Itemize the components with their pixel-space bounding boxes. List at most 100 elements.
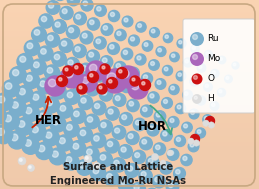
Circle shape bbox=[174, 168, 185, 179]
Circle shape bbox=[75, 66, 78, 69]
Circle shape bbox=[45, 76, 65, 96]
Circle shape bbox=[65, 68, 68, 71]
Circle shape bbox=[190, 77, 199, 86]
Circle shape bbox=[44, 97, 59, 113]
Circle shape bbox=[192, 94, 202, 103]
Circle shape bbox=[225, 75, 232, 83]
Circle shape bbox=[61, 41, 67, 46]
Circle shape bbox=[110, 12, 114, 17]
Circle shape bbox=[75, 46, 80, 52]
Text: HER: HER bbox=[35, 115, 62, 127]
Circle shape bbox=[149, 126, 154, 131]
Circle shape bbox=[218, 56, 226, 64]
Circle shape bbox=[203, 120, 209, 126]
Circle shape bbox=[196, 96, 206, 105]
Circle shape bbox=[29, 123, 46, 140]
Circle shape bbox=[158, 48, 162, 52]
Circle shape bbox=[87, 18, 100, 30]
Circle shape bbox=[191, 74, 203, 84]
Circle shape bbox=[97, 84, 107, 94]
Circle shape bbox=[165, 35, 168, 38]
Circle shape bbox=[144, 43, 148, 46]
Circle shape bbox=[130, 69, 134, 74]
Circle shape bbox=[32, 126, 38, 133]
Circle shape bbox=[53, 119, 59, 125]
Circle shape bbox=[17, 53, 33, 70]
Circle shape bbox=[79, 74, 97, 92]
Circle shape bbox=[36, 110, 53, 127]
Circle shape bbox=[79, 86, 82, 89]
Circle shape bbox=[168, 116, 179, 127]
Circle shape bbox=[98, 120, 112, 134]
Circle shape bbox=[25, 140, 31, 146]
Circle shape bbox=[134, 185, 139, 189]
Circle shape bbox=[9, 99, 26, 116]
Circle shape bbox=[111, 158, 126, 172]
Circle shape bbox=[88, 84, 93, 90]
Circle shape bbox=[116, 64, 121, 68]
Circle shape bbox=[85, 156, 88, 159]
Circle shape bbox=[132, 183, 146, 189]
Circle shape bbox=[199, 65, 202, 68]
Circle shape bbox=[80, 31, 93, 44]
Circle shape bbox=[0, 96, 5, 103]
Circle shape bbox=[176, 137, 181, 142]
Circle shape bbox=[74, 111, 79, 117]
Circle shape bbox=[102, 90, 107, 95]
Circle shape bbox=[179, 41, 182, 44]
Circle shape bbox=[86, 82, 99, 96]
Circle shape bbox=[176, 71, 186, 81]
Circle shape bbox=[203, 115, 212, 124]
Circle shape bbox=[193, 35, 198, 40]
Circle shape bbox=[113, 94, 126, 106]
Circle shape bbox=[101, 122, 106, 128]
Circle shape bbox=[119, 145, 132, 158]
Circle shape bbox=[232, 62, 239, 69]
Circle shape bbox=[155, 79, 166, 89]
Circle shape bbox=[97, 7, 101, 11]
Text: H: H bbox=[207, 94, 214, 103]
Circle shape bbox=[63, 154, 79, 170]
Circle shape bbox=[50, 116, 66, 132]
Circle shape bbox=[196, 128, 205, 138]
Circle shape bbox=[136, 22, 146, 32]
Circle shape bbox=[60, 6, 73, 20]
Circle shape bbox=[131, 82, 139, 90]
Circle shape bbox=[107, 174, 112, 179]
Circle shape bbox=[71, 108, 86, 123]
Circle shape bbox=[114, 61, 126, 74]
Circle shape bbox=[125, 163, 139, 177]
Circle shape bbox=[20, 56, 26, 62]
Circle shape bbox=[138, 24, 141, 28]
Circle shape bbox=[157, 81, 161, 84]
Circle shape bbox=[92, 101, 106, 115]
Circle shape bbox=[93, 168, 99, 174]
Circle shape bbox=[66, 157, 72, 163]
Circle shape bbox=[12, 102, 18, 108]
Circle shape bbox=[103, 69, 127, 93]
Circle shape bbox=[183, 156, 187, 160]
Circle shape bbox=[48, 35, 53, 41]
Circle shape bbox=[104, 171, 119, 186]
Circle shape bbox=[106, 77, 118, 88]
Circle shape bbox=[105, 139, 119, 153]
Circle shape bbox=[100, 56, 113, 68]
Circle shape bbox=[30, 91, 46, 108]
Circle shape bbox=[131, 37, 134, 41]
Circle shape bbox=[49, 148, 66, 165]
Circle shape bbox=[156, 113, 161, 117]
Circle shape bbox=[188, 141, 199, 152]
Circle shape bbox=[204, 116, 208, 120]
Circle shape bbox=[167, 150, 173, 156]
Circle shape bbox=[0, 125, 13, 144]
Circle shape bbox=[162, 98, 172, 108]
Circle shape bbox=[56, 75, 68, 87]
Circle shape bbox=[120, 179, 126, 185]
Circle shape bbox=[73, 64, 83, 74]
Circle shape bbox=[217, 88, 226, 97]
Circle shape bbox=[124, 18, 128, 22]
Circle shape bbox=[65, 90, 79, 104]
Circle shape bbox=[194, 96, 197, 99]
Circle shape bbox=[169, 84, 179, 94]
Circle shape bbox=[141, 73, 153, 84]
